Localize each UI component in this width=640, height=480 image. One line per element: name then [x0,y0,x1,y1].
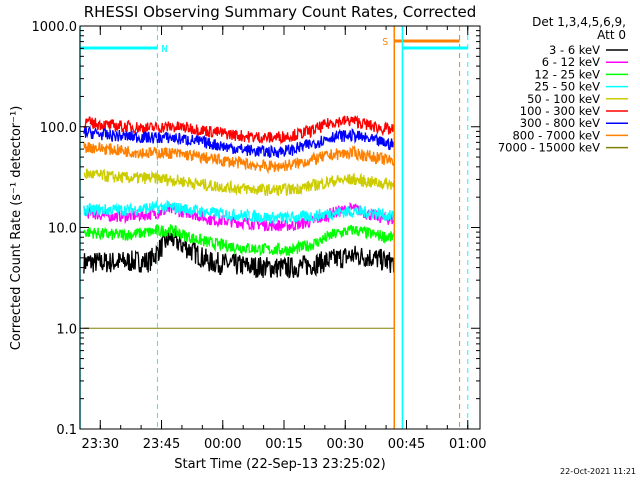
series-line [83,114,395,145]
x-tick-label: 00:45 [388,437,425,452]
series-line [83,125,395,159]
footer-date: 22-Oct-2021 11:21 [560,467,636,476]
legend-label: 800 - 7000 keV [512,128,600,142]
legend-label: 100 - 300 keV [520,104,600,118]
series-line [83,228,395,279]
x-tick-label: 23:45 [143,437,180,452]
series-line [83,223,395,257]
y-tick-label: 1.0 [56,322,77,337]
y-tick-label: 0.1 [56,423,77,438]
flag-label: N [161,44,167,55]
x-tick-label: 01:00 [449,437,486,452]
y-tick-label: 1000.0 [32,20,78,35]
legend-label: 300 - 800 keV [520,116,600,130]
x-tick-label: 00:15 [265,437,302,452]
legend-label: 50 - 100 keV [527,92,600,106]
series-layer [83,114,395,329]
legend-header: Det 1,3,4,5,6,9, [532,15,626,29]
legend-header: Att 0 [597,28,626,42]
series-line [83,168,395,197]
x-axis: 23:30 23:45 00:00 00:15 00:30 00:45 01:00 [82,26,486,452]
y-axis-label: Corrected Count Rate (s⁻¹ detector⁻¹) [9,106,24,351]
legend-label: 25 - 50 keV [534,80,600,94]
y-axis: 1000.0 100.0 10.0 1.0 0.1 [32,20,480,438]
legend-label: 6 - 12 keV [542,55,600,69]
series-line [83,141,395,175]
y-tick-label: 100.0 [40,121,77,136]
series-line [83,199,395,226]
y-tick-label: 10.0 [48,222,77,237]
chart-title: RHESSI Observing Summary Count Rates, Co… [84,3,477,21]
x-tick-label: 00:30 [327,437,364,452]
x-axis-label: Start Time (22-Sep-13 23:25:02) [174,457,385,472]
x-tick-label: 23:30 [82,437,119,452]
legend-label: 12 - 25 keV [534,67,600,81]
legend-label: 3 - 6 keV [549,43,600,57]
legend-label: 7000 - 15000 keV [498,141,600,155]
flag-label: S [382,37,388,48]
x-tick-label: 00:00 [204,437,241,452]
